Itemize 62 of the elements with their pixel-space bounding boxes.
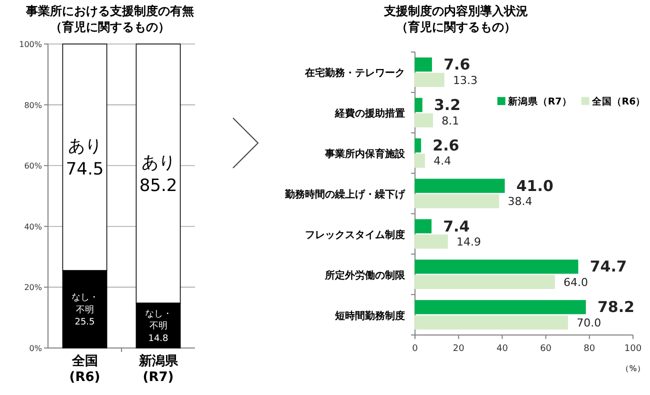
x-axis-title: （%） [621,364,645,373]
x-tick-label: 60 [540,344,552,354]
y-tick-label: 80% [24,100,42,110]
data-label: 41.0 [516,176,554,195]
data-label: 38.4 [508,195,532,208]
text: なし・不明 [71,293,98,316]
bar [414,300,586,314]
data-label: 13.3 [452,74,478,87]
y-tick-label: 短時間勤務制度 [334,310,405,322]
data-label: 14.9 [456,236,481,249]
bar [414,154,425,168]
data-label: 8.1 [442,114,460,128]
series-label: なし・不明 [144,310,172,332]
data-label: 64.0 [564,276,588,290]
y-tick-label: 在宅勤務・テレワーク [304,67,405,80]
data-label: 74.5 [66,160,104,180]
bar [414,260,578,274]
bar [414,274,555,290]
bar [414,138,422,152]
x-tick-label: 100 [624,344,642,354]
y-tick-label: 100% [19,40,42,49]
bar [414,98,422,112]
y-tick-label: 所定外労働の制限 [324,269,406,282]
data-label: 3.2 [434,96,461,114]
data-label: 7.4 [443,217,470,236]
x-tick-label: 0 [412,344,418,354]
chart-title: 支援制度の内容別導入状況（育児に関するもの） [383,4,528,34]
bar [414,72,444,87]
data-label: 25.5 [74,318,95,328]
y-tick-label: 60% [24,162,42,171]
y-tick-label: 40% [24,222,42,232]
data-label: 85.2 [139,176,178,196]
x-tick-label: 80 [584,344,596,354]
data-label: 7.6 [444,56,470,74]
bar [414,234,448,249]
bar [414,57,432,72]
bar [414,315,568,330]
bar [414,194,500,208]
chart-title: 事業所における支援制度の有無（育児に関するもの） [25,4,194,34]
x-tick-label: 20 [452,344,465,354]
data-label: 74.7 [590,258,627,276]
y-tick-label: 0% [29,344,42,353]
legend-label: 全国（R6） [590,96,646,108]
bar [414,178,505,193]
x-tick-label: 全国 (R6) [69,354,100,386]
x-tick-label: 新潟県 (R7) [138,352,179,386]
data-label: 4.4 [434,154,452,168]
text: あり [141,152,176,173]
data-label: 2.6 [432,136,460,154]
bar [414,219,432,234]
y-tick-label: 勤務時間の繰上げ・繰下げ [284,188,406,200]
data-label: 70.0 [576,316,602,330]
x-tick-label: 40 [496,344,508,354]
data-label: 78.2 [597,298,634,316]
legend-label: 新潟県（R7） [506,96,572,108]
y-tick-label: 20% [24,283,42,292]
data-label: 14.8 [148,334,169,344]
y-tick-label: フレックスタイム制度 [305,228,405,241]
bar [414,113,434,128]
series-label: あり [68,136,102,157]
y-tick-label: 事業所内保育施設 [324,148,406,160]
y-tick-label: 経費の援助措置 [334,108,405,120]
